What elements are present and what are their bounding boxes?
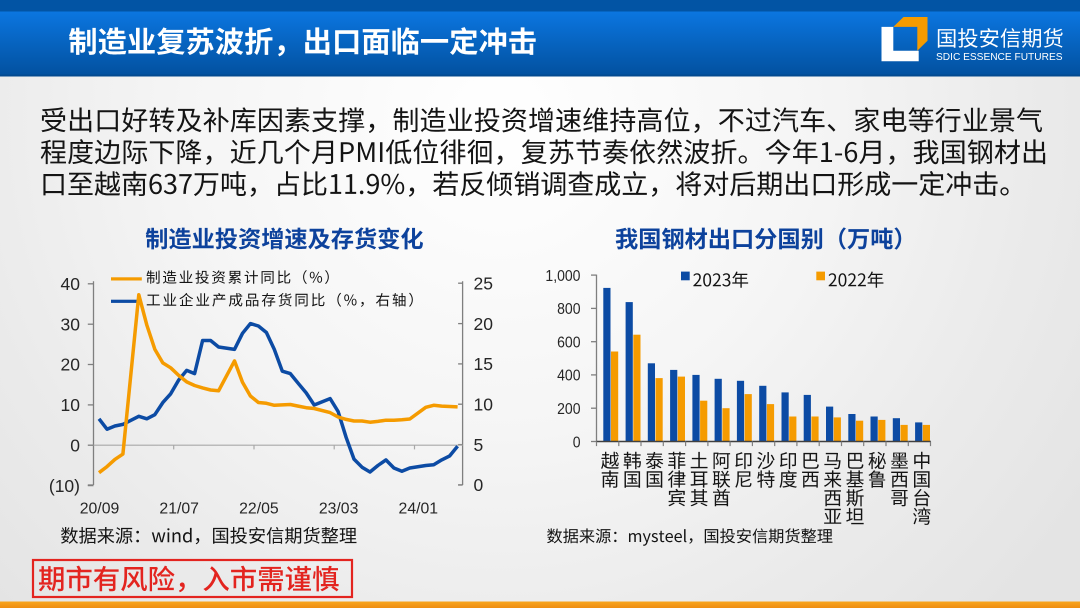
svg-text:(10): (10) <box>49 476 80 496</box>
svg-text:20: 20 <box>474 314 494 334</box>
svg-text:30: 30 <box>61 314 81 334</box>
svg-text:20/09: 20/09 <box>80 500 120 517</box>
svg-text:600: 600 <box>557 335 580 352</box>
svg-text:0: 0 <box>70 435 80 455</box>
svg-text:1,000: 1,000 <box>545 268 580 285</box>
svg-text:SDIC ESSENCE FUTURES: SDIC ESSENCE FUTURES <box>936 52 1063 63</box>
svg-text:20: 20 <box>61 355 81 375</box>
svg-text:24/01: 24/01 <box>399 500 439 517</box>
svg-text:0: 0 <box>474 475 484 495</box>
svg-text:22/05: 22/05 <box>239 500 279 517</box>
svg-text:800: 800 <box>557 301 580 318</box>
svg-text:400: 400 <box>557 368 580 385</box>
svg-text:25: 25 <box>474 273 493 293</box>
svg-text:15: 15 <box>474 354 493 374</box>
svg-text:0: 0 <box>573 434 581 451</box>
svg-text:21/07: 21/07 <box>159 500 199 517</box>
svg-text:200: 200 <box>557 401 580 418</box>
svg-text:40: 40 <box>61 274 81 294</box>
svg-text:10: 10 <box>474 394 494 414</box>
svg-text:10: 10 <box>61 395 81 415</box>
svg-text:23/03: 23/03 <box>319 500 359 517</box>
svg-text:5: 5 <box>474 435 484 455</box>
